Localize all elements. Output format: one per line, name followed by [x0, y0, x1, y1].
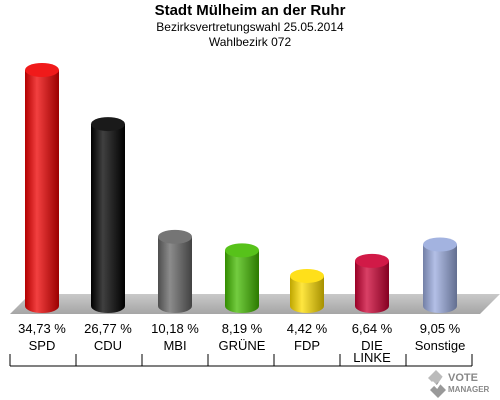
- logo-text-manager: MANAGER: [448, 385, 490, 394]
- bar-top: [290, 268, 324, 283]
- bar-sonstige: [423, 237, 457, 313]
- logo-check-icon: [428, 370, 448, 398]
- bar-top: [25, 63, 59, 77]
- category-axis: [9, 354, 473, 367]
- category-label-line: Sonstige: [415, 338, 466, 353]
- labels-group: 34,73 % SPD 26,77 % CDU 10,18 % MBI 8,19 % GRÜN…: [18, 321, 465, 365]
- bar-top: [423, 237, 457, 252]
- category-label-line: CDU: [94, 338, 122, 353]
- category-label-line: DIE: [361, 338, 383, 353]
- chart-subtitle: Bezirksvertretungswahl 25.05.2014: [156, 20, 344, 34]
- bar-top: [158, 229, 192, 244]
- bar-top: [355, 253, 389, 268]
- value-label: 9,05 %: [420, 321, 461, 336]
- logo-text-vote: VOTE: [448, 372, 478, 384]
- value-label: 8,19 %: [222, 321, 263, 336]
- category-label-line: FDP: [294, 338, 320, 353]
- bars-group: [25, 63, 457, 313]
- category-label-line: GRÜNE: [219, 338, 266, 353]
- category-label-line: MBI: [163, 338, 186, 353]
- bar-body: [25, 70, 59, 313]
- category-label-line: LINKE: [353, 350, 391, 365]
- category-label: SPD: [29, 338, 56, 353]
- category-label: Sonstige: [415, 338, 466, 353]
- bar-top: [91, 117, 125, 132]
- bar-fdp: [290, 268, 324, 313]
- bar-body: [355, 260, 389, 313]
- category-label: MBI: [163, 338, 186, 353]
- category-label: FDP: [294, 338, 320, 353]
- chart-district: Wahlbezirk 072: [208, 35, 292, 49]
- vote-manager-logo: VOTE MANAGER: [428, 370, 490, 398]
- bar-body: [158, 236, 192, 313]
- bar-mbi: [158, 229, 192, 313]
- chart-header: Stadt Mülheim an der Ruhr Bezirksvertret…: [0, 2, 500, 50]
- value-label: 26,77 %: [84, 321, 132, 336]
- value-label: 34,73 %: [18, 321, 66, 336]
- category-label: CDU: [94, 338, 122, 353]
- bar-body: [91, 124, 125, 313]
- value-label: 4,42 %: [287, 321, 328, 336]
- bar-body: [290, 275, 324, 313]
- bar-body: [225, 250, 259, 313]
- bar-body: [423, 244, 457, 313]
- value-label: 10,18 %: [151, 321, 199, 336]
- category-label: GRÜNE: [219, 338, 266, 353]
- bar-die-linke: [355, 253, 389, 313]
- bar-cdu: [91, 117, 125, 313]
- value-label: 6,64 %: [352, 321, 393, 336]
- bar-spd: [25, 63, 59, 313]
- chart-title: Stadt Mülheim an der Ruhr: [154, 2, 346, 19]
- bar-grüne: [225, 243, 259, 313]
- bar-top: [225, 243, 259, 258]
- category-label-line: SPD: [29, 338, 56, 353]
